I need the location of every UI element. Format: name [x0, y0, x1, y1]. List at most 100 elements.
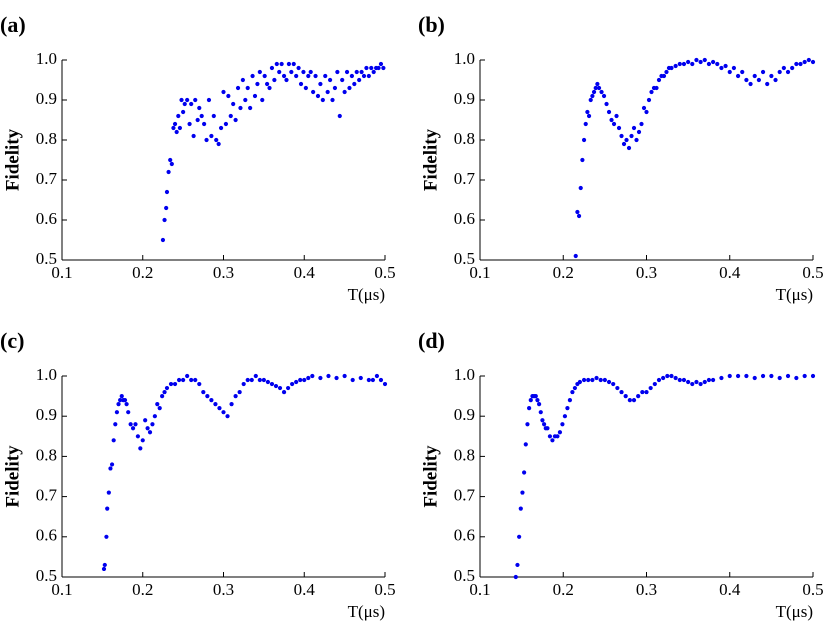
data-point [752, 73, 757, 79]
data-point [641, 105, 647, 111]
data-point [656, 77, 662, 83]
data-point [576, 213, 582, 219]
data-point [744, 77, 749, 83]
data-point [298, 377, 303, 383]
x-tick-label: 0.4 [719, 263, 741, 282]
data-point [585, 109, 590, 115]
data-point [231, 101, 236, 107]
data-point [681, 61, 687, 67]
data-point [160, 237, 166, 243]
data-point [611, 121, 617, 127]
data-point [160, 394, 165, 399]
data-point [719, 65, 724, 71]
data-point [265, 379, 271, 385]
data-point [193, 97, 198, 103]
data-point [378, 377, 384, 383]
data-point [332, 85, 338, 91]
data-point [533, 394, 538, 399]
data-point [562, 414, 568, 419]
data-point [515, 562, 520, 568]
data-point [140, 438, 145, 443]
y-tick-label: 0.8 [36, 445, 57, 464]
data-point [810, 59, 816, 65]
data-point [525, 422, 530, 427]
data-point [599, 89, 604, 95]
data-point [358, 375, 363, 381]
data-point [777, 69, 782, 75]
x-tick-label: 0.2 [132, 263, 153, 282]
data-point [565, 406, 570, 411]
y-axis-label: Fidelity [2, 445, 23, 508]
data-point [104, 534, 109, 539]
data-point [601, 93, 607, 99]
data-point [595, 81, 600, 87]
data-point [189, 101, 194, 107]
data-point [586, 377, 591, 383]
y-tick-label: 0.6 [36, 209, 57, 228]
data-point [340, 77, 345, 83]
y-tick-label: 0.8 [36, 129, 57, 148]
data-point [785, 69, 791, 75]
data-point [181, 109, 186, 115]
data-point [119, 394, 124, 399]
x-tick-label: 0.5 [374, 580, 395, 599]
data-point [518, 506, 523, 511]
x-tick-label: 0.1 [51, 263, 72, 282]
y-tick-label: 0.9 [36, 405, 57, 424]
data-point [111, 438, 116, 443]
data-point [105, 506, 110, 511]
data-point [588, 97, 593, 103]
data-point [694, 57, 699, 63]
y-tick-label: 0.9 [36, 89, 57, 108]
data-point [302, 377, 307, 383]
data-point [128, 422, 133, 427]
data-point [677, 377, 682, 383]
data-point [265, 81, 270, 87]
data-point [109, 462, 115, 467]
data-point [145, 426, 150, 431]
data-point [325, 89, 330, 95]
data-point [342, 373, 347, 379]
x-tick-label: 0.3 [213, 263, 234, 282]
data-point [806, 57, 811, 63]
data-point [284, 77, 289, 83]
data-point [155, 402, 160, 407]
y-tick-label: 0.8 [454, 445, 475, 464]
data-point [656, 377, 662, 383]
data-point [213, 402, 218, 407]
data-point [623, 394, 628, 399]
data-point [769, 73, 774, 79]
data-point [760, 373, 766, 379]
data-point [313, 73, 318, 79]
data-point [172, 381, 178, 387]
y-tick-label: 0.7 [36, 486, 58, 505]
data-point [583, 121, 588, 127]
data-point [748, 81, 753, 87]
data-point [715, 61, 720, 67]
y-tick-label: 0.9 [454, 405, 475, 424]
data-point [382, 381, 388, 387]
data-point [740, 69, 745, 75]
y-axis-label: Fidelity [420, 128, 441, 191]
data-point [636, 394, 641, 399]
data-point [253, 373, 258, 379]
data-point [723, 63, 728, 69]
data-point [334, 375, 339, 381]
data-point [706, 377, 712, 383]
data-point [164, 189, 170, 195]
x-tick-label: 0.5 [802, 580, 823, 599]
data-point [205, 394, 210, 399]
data-point [381, 65, 386, 71]
data-point [260, 97, 265, 103]
data-point [777, 375, 782, 381]
data-point [185, 97, 190, 103]
data-point [802, 373, 807, 379]
data-point [349, 73, 354, 79]
data-point [169, 161, 174, 167]
data-point [176, 377, 182, 383]
data-point [711, 59, 716, 65]
data-point [572, 385, 578, 391]
data-point [211, 113, 216, 119]
panel-title: (b) [418, 12, 445, 37]
x-tick-label: 0.2 [553, 263, 574, 282]
